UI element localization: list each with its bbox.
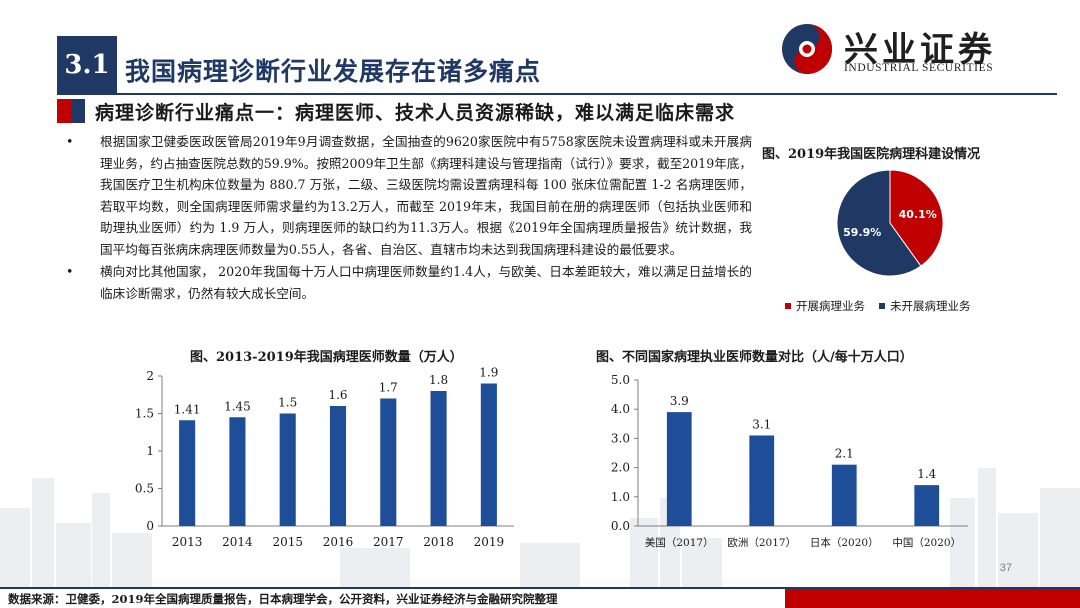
bar [831, 464, 857, 526]
x-tick-label: 2016 [323, 535, 354, 549]
bar-chart-title-countries: 图、不同国家病理执业医师数量对比（人/每十万人口） [596, 350, 913, 365]
footer-accent-bar [785, 589, 1080, 608]
y-tick-label: 0 [146, 519, 154, 533]
x-tick-label: 2018 [423, 535, 454, 549]
bar-value-label: 1.6 [328, 388, 347, 402]
bar-chart-title-doctors: 图、2013-2019年我国病理医师数量（万人） [190, 350, 463, 365]
bullet-marker: • [66, 134, 74, 149]
bar-value-label: 1.45 [224, 399, 251, 413]
bar [179, 420, 196, 526]
section-number: 3.1 [57, 36, 117, 94]
legend-swatch [879, 303, 885, 309]
y-tick-label: 0.5 [135, 482, 154, 496]
pie-slice [889, 169, 944, 267]
bar-value-label: 1.5 [278, 396, 297, 410]
x-tick-label: 美国（2017） [645, 536, 714, 549]
bullet-paragraph-1: • 根据国家卫健委医政医管局2019年9月调查数据，全国抽查的9620家医院中有… [62, 131, 752, 260]
company-logo: 兴业证券 INDUSTRIAL SECURITIES [780, 20, 1040, 80]
legend-label: 未开展病理业务 [890, 299, 971, 313]
legend-label: 开展病理业务 [796, 299, 865, 313]
bar-value-label: 1.7 [379, 381, 398, 395]
bullet-list: • 根据国家卫健委医政医管局2019年9月调查数据，全国抽查的9620家医院中有… [62, 131, 752, 305]
bar-value-label: 2.1 [835, 447, 854, 461]
pie-slice [836, 169, 922, 277]
y-tick-label: 0.0 [611, 519, 630, 533]
bar [380, 398, 397, 526]
x-tick-label: 2013 [172, 535, 203, 549]
pie-legend: 开展病理业务 未开展病理业务 [785, 298, 971, 314]
x-tick-label: 中国（2020） [892, 536, 961, 549]
y-tick-label: 4.0 [611, 402, 630, 416]
pie-chart: 40.1% 59.9% [836, 169, 944, 277]
bar-value-label: 1.4 [917, 467, 936, 481]
legend-swatch [785, 303, 791, 309]
bar [229, 417, 246, 526]
y-tick-label: 3.0 [611, 431, 630, 445]
x-tick-label: 2017 [373, 535, 404, 549]
y-tick-label: 2.0 [611, 461, 630, 475]
y-tick-label: 2 [146, 369, 154, 383]
data-source-note: 数据来源：卫健委，2019年全国病理质量报告，日本病理学会，公开资料，兴业证券经… [8, 592, 558, 606]
x-tick-label: 日本（2020） [810, 536, 879, 549]
y-tick-label: 1.0 [611, 490, 630, 504]
logo-chinese-name: 兴业证券 [844, 30, 996, 70]
y-tick-label: 5.0 [611, 373, 630, 387]
bar-chart-country-compare: 0.0 1.0 2.0 3.0 4.0 5.0 3.9 美国（2017） 3.1 欧洲（2017）… [611, 373, 968, 549]
x-tick-label: 2014 [222, 535, 253, 549]
y-tick-label: 1.5 [135, 407, 154, 421]
y-tick-label: 1 [146, 444, 154, 458]
pie-chart-title: 图、2019年我国医院病理科建设情况 [762, 147, 981, 162]
logo-english-name: INDUSTRIAL SECURITIES [844, 62, 994, 74]
bullet-paragraph-2: • 横向对比其他国家， 2020年我国每十万人口中病理医师数量约1.4人，与欧美… [62, 261, 752, 304]
bar [430, 391, 447, 526]
bar-value-label: 3.1 [752, 417, 771, 431]
bar-value-label: 1.8 [429, 373, 448, 387]
bar [480, 383, 497, 526]
bar [914, 485, 940, 526]
bar [749, 435, 775, 526]
x-tick-label: 2015 [272, 535, 303, 549]
x-tick-label: 2019 [474, 535, 505, 549]
footer-divider [0, 587, 1080, 589]
subtitle: 病理诊断行业痛点一：病理医师、技术人员资源稀缺，难以满足临床需求 [95, 102, 736, 124]
bar [329, 406, 347, 526]
pie-slice-label: 40.1% [899, 208, 937, 221]
bullet-text: 根据国家卫健委医政医管局2019年9月调查数据，全国抽查的9620家医院中有57… [100, 134, 752, 257]
legend-item-not-performed: 未开展病理业务 [879, 298, 971, 314]
logo-swirl-icon [782, 24, 832, 74]
bar-value-label: 1.9 [479, 366, 498, 380]
pie-slice-label: 59.9% [843, 226, 881, 239]
bar-value-label: 1.41 [174, 402, 201, 416]
title-divider [57, 93, 1057, 95]
section-title: 我国病理诊断行业发展存在诸多痛点 [125, 57, 542, 86]
bar-value-label: 3.9 [670, 394, 689, 408]
subtitle-marker [57, 99, 85, 123]
legend-item-performed: 开展病理业务 [785, 298, 865, 314]
x-tick-label: 欧洲（2017） [727, 537, 796, 549]
bar-chart-doctor-count: 0 0.5 1 1.5 2 1.41 2013 1.45 2014 1.5 2015 1.6 2016 1… [135, 366, 514, 549]
bullet-marker: • [66, 264, 74, 279]
bullet-text: 横向对比其他国家， 2020年我国每十万人口中病理医师数量约1.4人，与欧美、日… [100, 264, 752, 301]
bar [279, 413, 296, 526]
page-number: 37 [999, 562, 1012, 574]
bar [666, 412, 692, 526]
